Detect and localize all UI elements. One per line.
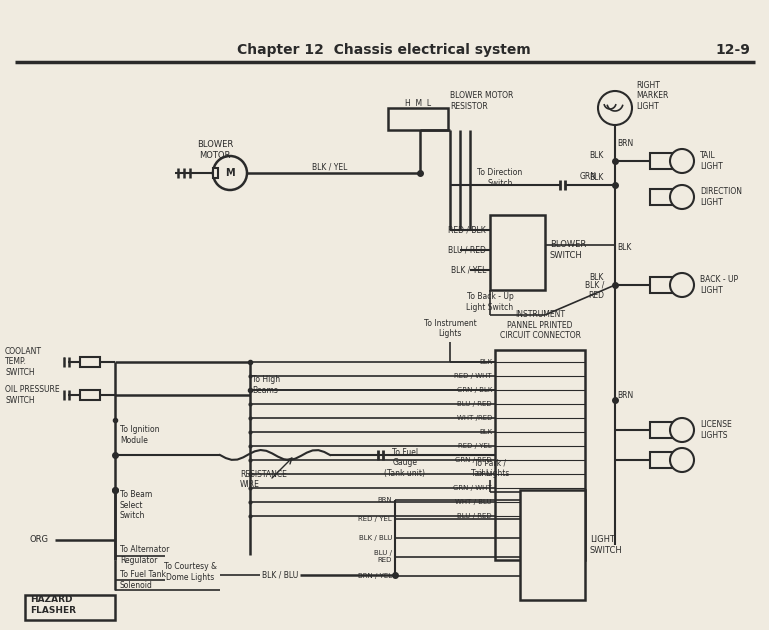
Text: BLK: BLK <box>590 273 604 282</box>
Text: GRN / RED: GRN / RED <box>455 457 492 463</box>
Text: RIGHT
MARKER
LIGHT: RIGHT MARKER LIGHT <box>636 81 668 111</box>
Circle shape <box>670 149 694 173</box>
Text: TAIL
LIGHT: TAIL LIGHT <box>700 151 723 171</box>
Text: RED / BLK: RED / BLK <box>448 226 486 234</box>
Text: BRN / YEL: BRN / YEL <box>358 573 392 579</box>
Circle shape <box>670 273 694 297</box>
Text: RED / YEL: RED / YEL <box>358 516 392 522</box>
Bar <box>80 357 100 367</box>
Text: BLK: BLK <box>590 151 604 159</box>
Text: GRN: GRN <box>580 172 597 181</box>
Text: RED / WHT: RED / WHT <box>454 373 492 379</box>
Text: To Fuel
Gauge
(Tank unit): To Fuel Gauge (Tank unit) <box>384 448 425 478</box>
Circle shape <box>670 418 694 442</box>
Text: BLK: BLK <box>590 173 604 183</box>
Text: BLK: BLK <box>479 359 492 365</box>
Text: Chapter 12  Chassis electrical system: Chapter 12 Chassis electrical system <box>237 43 531 57</box>
Bar <box>520 490 585 600</box>
Text: BRN: BRN <box>617 139 633 147</box>
Text: BLK /
RED: BLK / RED <box>584 280 604 300</box>
Text: BLK: BLK <box>617 244 631 253</box>
Text: To Courtesy &
Dome Lights: To Courtesy & Dome Lights <box>164 563 217 581</box>
Text: WHT / BLU: WHT / BLU <box>455 499 492 505</box>
Text: To Beam
Select
Switch: To Beam Select Switch <box>120 490 152 520</box>
Text: BACK - UP
LIGHT: BACK - UP LIGHT <box>700 275 738 295</box>
Text: BRN: BRN <box>617 391 633 399</box>
Text: H  M  L: H M L <box>405 100 431 108</box>
Bar <box>80 390 100 400</box>
Text: WHT /RED: WHT /RED <box>457 415 492 421</box>
Text: BLK: BLK <box>479 429 492 435</box>
Text: COOLANT
TEMP.
SWITCH: COOLANT TEMP. SWITCH <box>5 347 42 377</box>
Text: GRN / WHT: GRN / WHT <box>454 485 492 491</box>
Bar <box>650 153 680 169</box>
Text: LIGHT
SWITCH: LIGHT SWITCH <box>590 536 623 554</box>
Text: M: M <box>225 168 235 178</box>
Bar <box>490 215 545 290</box>
Text: BLU / RED: BLU / RED <box>448 246 486 255</box>
Text: To High
Beams: To High Beams <box>252 375 280 395</box>
Text: HAZARD
FLASHER: HAZARD FLASHER <box>30 595 76 615</box>
Circle shape <box>670 448 694 472</box>
Circle shape <box>213 156 247 190</box>
Text: OIL PRESSURE
SWITCH: OIL PRESSURE SWITCH <box>5 386 60 404</box>
Text: BLK / YEL: BLK / YEL <box>312 163 348 171</box>
Text: RESISTANCE
WIRE: RESISTANCE WIRE <box>240 470 287 490</box>
Bar <box>650 422 680 438</box>
Text: To Park /
Tail Lights: To Park / Tail Lights <box>471 459 509 478</box>
Text: ORN: ORN <box>477 471 492 477</box>
Bar <box>650 277 680 293</box>
Text: BLK / BLU: BLK / BLU <box>262 571 298 580</box>
Text: To Direction
Switch: To Direction Switch <box>478 168 523 188</box>
Text: DIRECTION
LIGHT: DIRECTION LIGHT <box>700 187 742 207</box>
Text: BLOWER MOTOR
RESISTOR: BLOWER MOTOR RESISTOR <box>450 91 514 111</box>
Text: BLOWER
MOTOR: BLOWER MOTOR <box>197 140 233 159</box>
Text: RED / YEL: RED / YEL <box>458 443 492 449</box>
Bar <box>388 108 448 130</box>
Text: BLK / BLU: BLK / BLU <box>358 535 392 541</box>
Text: To Back - Up
Light Switch: To Back - Up Light Switch <box>467 292 514 312</box>
Text: BLU /
RED: BLU / RED <box>374 551 392 563</box>
Text: BLU / RED: BLU / RED <box>458 513 492 519</box>
Text: To Instrument
Lights: To Instrument Lights <box>424 319 476 338</box>
Text: INSTRUMENT
PANNEL PRINTED
CIRCUIT CONNECTOR: INSTRUMENT PANNEL PRINTED CIRCUIT CONNEC… <box>500 310 581 340</box>
Text: BLOWER
SWITCH: BLOWER SWITCH <box>550 240 586 260</box>
Text: BLU / RED: BLU / RED <box>458 401 492 407</box>
Text: GRN / BLK: GRN / BLK <box>457 387 492 393</box>
Text: To Alternator
Regulator: To Alternator Regulator <box>120 546 169 564</box>
Bar <box>650 452 680 468</box>
Text: BLK / YEL: BLK / YEL <box>451 265 486 275</box>
Circle shape <box>670 185 694 209</box>
Text: BRN: BRN <box>378 497 392 503</box>
Text: To Ignition
Module: To Ignition Module <box>120 425 159 445</box>
Circle shape <box>598 91 632 125</box>
Bar <box>495 350 585 560</box>
Bar <box>213 168 218 178</box>
Bar <box>650 189 680 205</box>
Bar <box>25 595 115 620</box>
Text: ORG: ORG <box>30 536 49 544</box>
Text: 12-9: 12-9 <box>715 43 750 57</box>
Text: To Fuel Tank
Solenoid: To Fuel Tank Solenoid <box>120 570 166 590</box>
Text: LICENSE
LIGHTS: LICENSE LIGHTS <box>700 420 732 440</box>
